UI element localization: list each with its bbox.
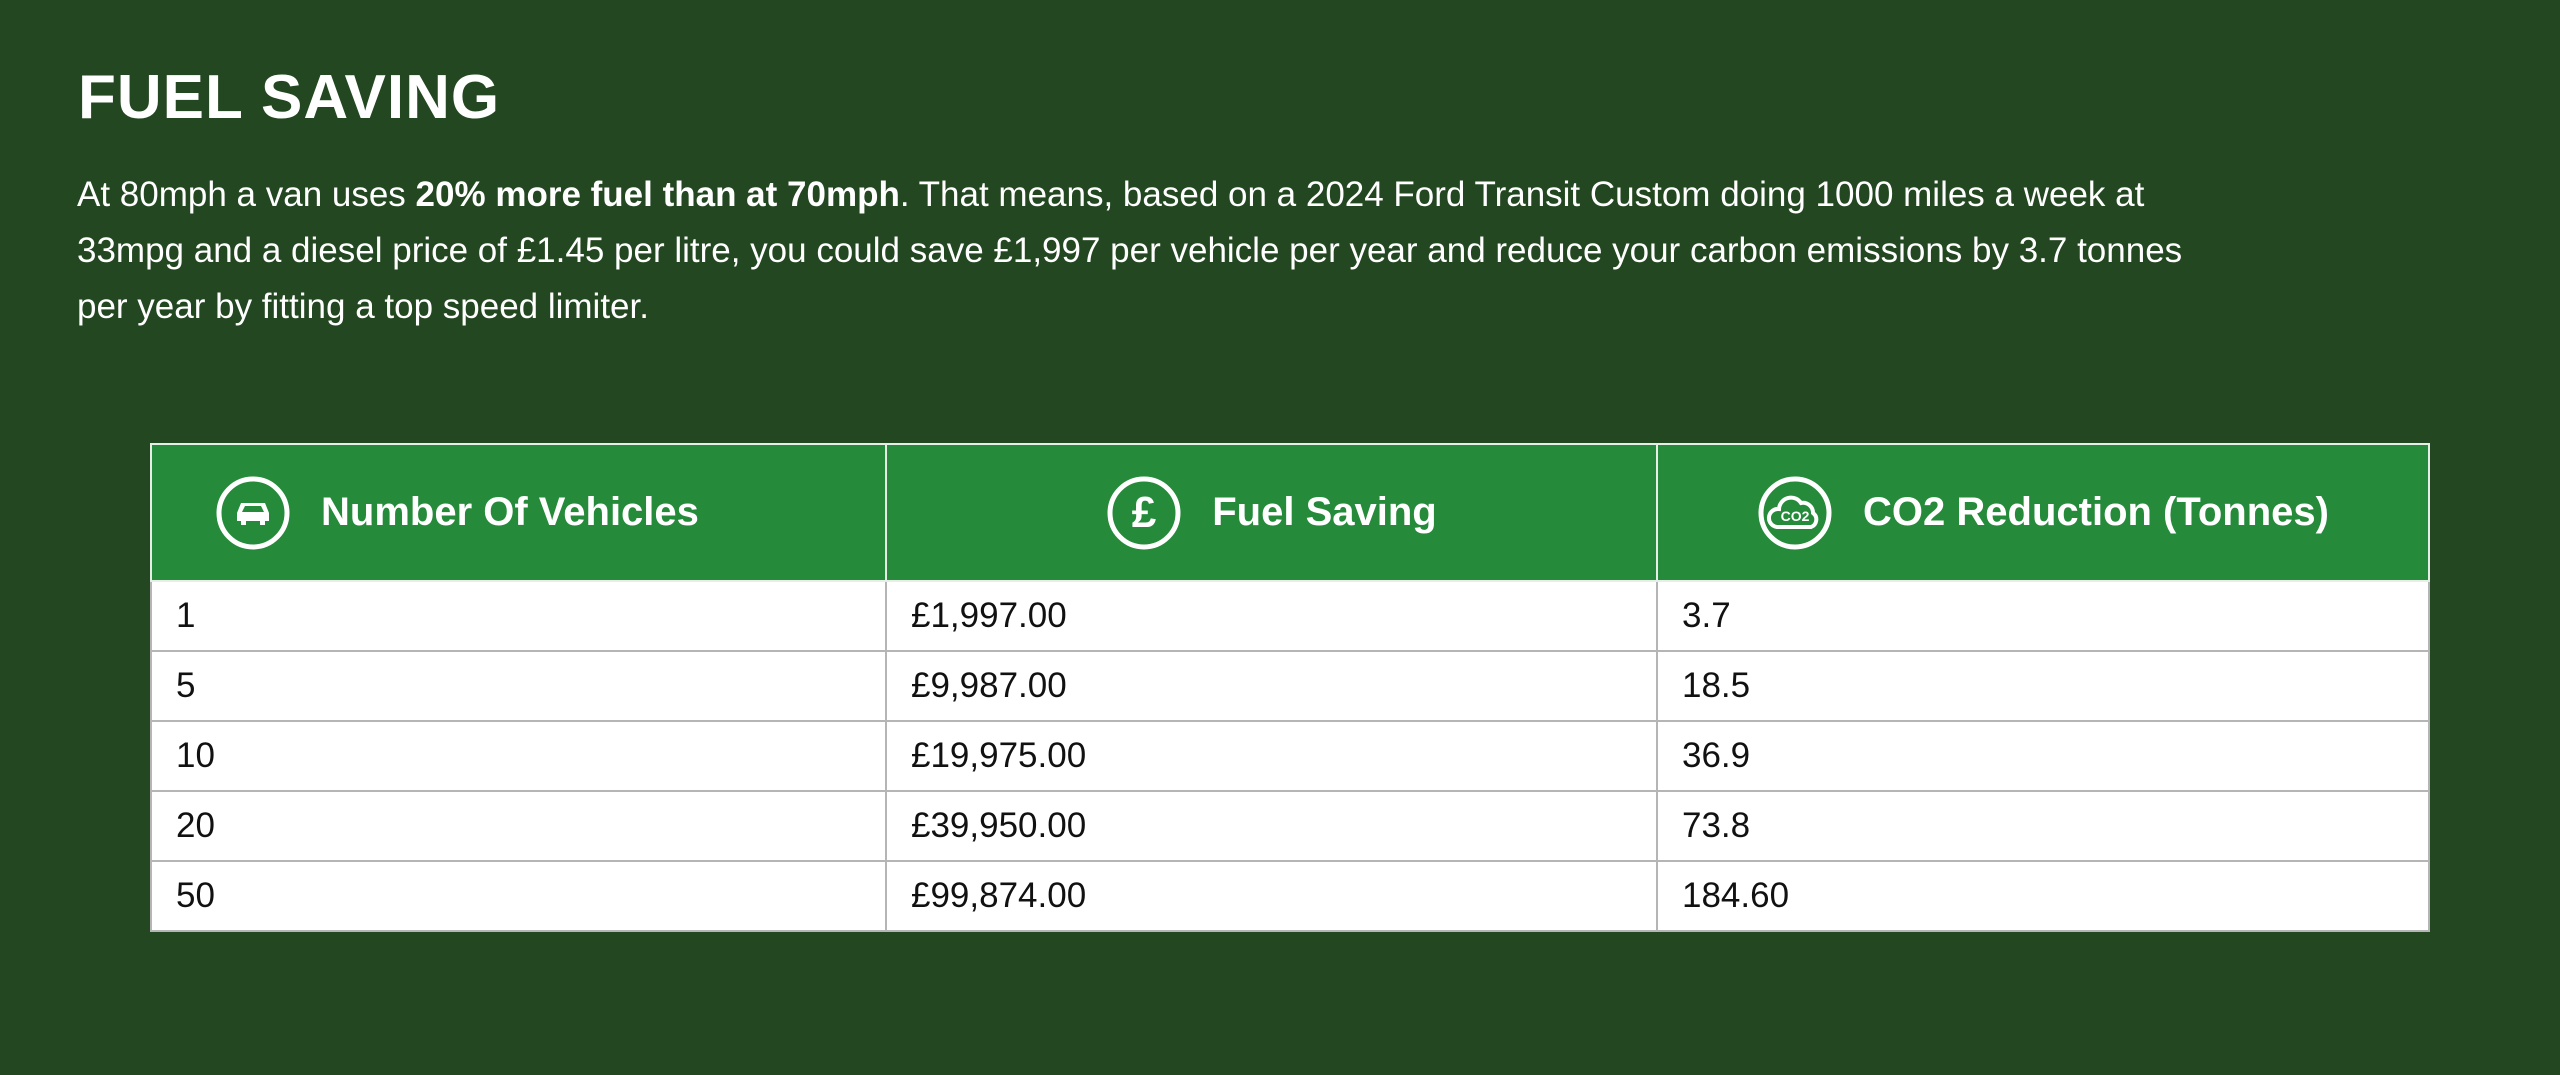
column-header: Number Of Vehicles	[150, 443, 887, 582]
table-row: 20 £39,950.00 73.8	[150, 790, 2430, 862]
text: 33mpg and a diesel price of £1.45 per li…	[77, 231, 2183, 270]
emphasis: 20% more fuel than at 70mph	[415, 175, 900, 214]
table-cell: £39,950.00	[885, 790, 1658, 862]
table-cell: £9,987.00	[885, 650, 1658, 722]
header-content: Number Of Vehicles	[153, 475, 884, 551]
description: At 80mph a van uses 20% more fuel than a…	[77, 167, 2182, 335]
header-row: Number Of Vehicles £ Fuel Saving CO2 CO2 Red…	[150, 443, 2430, 582]
header-content: £ Fuel Saving	[888, 475, 1655, 551]
text-line: per year by fitting a top speed limiter.	[77, 279, 2182, 335]
icon: £	[1107, 476, 1181, 549]
text: per year by fitting a top speed limiter.	[77, 287, 649, 326]
table-row: 1 £1,997.00 3.7	[150, 580, 2430, 652]
text-line: At 80mph a van uses 20% more fuel than a…	[77, 167, 2182, 223]
icon-ring	[1107, 476, 1181, 549]
icon-ring	[216, 476, 290, 549]
table-cell: 3.7	[1656, 580, 2430, 652]
icon-label: £	[1132, 488, 1157, 537]
column-header: CO2 CO2 Reduction (Tonnes)	[1656, 443, 2430, 582]
table-cell: 20	[150, 790, 887, 862]
header-label: Number Of Vehicles	[321, 490, 699, 534]
table-cell: £1,997.00	[885, 580, 1658, 652]
title: FUEL SAVING	[78, 63, 501, 132]
table-cell: 5	[150, 650, 887, 722]
header-label: Fuel Saving	[1212, 490, 1437, 534]
icon: CO2	[1758, 476, 1832, 549]
table-cell: 50	[150, 860, 887, 932]
text: At 80mph a van uses	[77, 175, 416, 214]
table-cell: 36.9	[1656, 720, 2430, 792]
table-cell: 18.5	[1656, 650, 2430, 722]
column-header: £ Fuel Saving	[885, 443, 1658, 582]
header-label: CO2 Reduction (Tonnes)	[1863, 490, 2329, 534]
table-cell: 1	[150, 580, 887, 652]
table-cell: £99,874.00	[885, 860, 1658, 932]
table-row: 10 £19,975.00 36.9	[150, 720, 2430, 792]
icon-label: CO2	[1781, 508, 1810, 524]
icon-ring	[1758, 476, 1832, 549]
table-cell: £19,975.00	[885, 720, 1658, 792]
table-cell: 10	[150, 720, 887, 792]
table-row: 50 £99,874.00 184.60	[150, 860, 2430, 932]
text-line: 33mpg and a diesel price of £1.45 per li…	[77, 223, 2182, 279]
text: . That means, based on a 2024 Ford Trans…	[899, 175, 2145, 214]
table-row: 5 £9,987.00 18.5	[150, 650, 2430, 722]
table-body: 1 £1,997.00 3.7 5 £9,987.00 18.5 10 £19,975.00 3…	[150, 580, 2430, 932]
savings-table: Number Of Vehicles £ Fuel Saving CO2 CO2 Red…	[150, 443, 2430, 932]
car-shape	[237, 502, 269, 525]
header-content: CO2 CO2 Reduction (Tonnes)	[1659, 475, 2427, 551]
table-cell: 73.8	[1656, 790, 2430, 862]
table-cell: 184.60	[1656, 860, 2430, 932]
icon	[216, 476, 290, 549]
cloud-shape	[1767, 495, 1819, 529]
